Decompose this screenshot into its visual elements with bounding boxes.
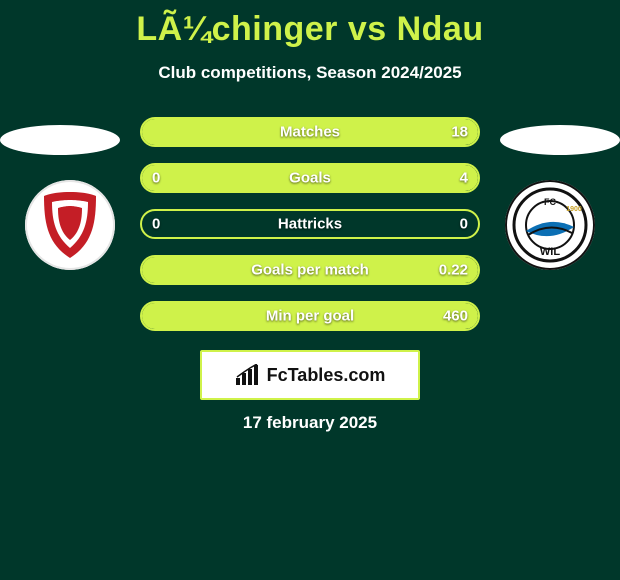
brand-card[interactable]: FcTables.com	[200, 350, 420, 400]
stat-value-right: 18	[451, 124, 468, 141]
comparison-panel: FC WIL 1900 Matches 18 0 Goals 4 0 Hattricks 0 G…	[0, 125, 620, 335]
stat-label: Min per goal	[266, 308, 354, 325]
stat-row: Goals per match 0.22	[140, 255, 480, 285]
stat-row: Matches 18	[140, 117, 480, 147]
date-label: 17 february 2025	[0, 413, 620, 433]
stat-value-right: 0	[460, 216, 468, 233]
bar-chart-icon	[235, 364, 261, 386]
stat-row: Min per goal 460	[140, 301, 480, 331]
stat-value-left: 0	[152, 216, 160, 233]
club-crest-icon: FC WIL 1900	[512, 187, 588, 263]
subtitle: Club competitions, Season 2024/2025	[0, 63, 620, 83]
svg-text:WIL: WIL	[540, 246, 560, 258]
club-badge-left	[25, 180, 115, 270]
player-left-nameplate	[0, 125, 120, 155]
player-right-nameplate	[500, 125, 620, 155]
stat-value-right: 460	[443, 308, 468, 325]
stat-row: 0 Hattricks 0	[140, 209, 480, 239]
stat-label: Matches	[280, 124, 340, 141]
stat-value-right: 0.22	[439, 262, 468, 279]
brand-text: FcTables.com	[267, 365, 386, 386]
stat-value-right: 4	[460, 170, 468, 187]
club-badge-right: FC WIL 1900	[505, 180, 595, 270]
stat-label: Goals per match	[251, 262, 369, 279]
svg-text:FC: FC	[544, 197, 556, 207]
page-title: LÃ¼chinger vs Ndau	[0, 0, 620, 49]
stat-rows: Matches 18 0 Goals 4 0 Hattricks 0 Goals per mat…	[140, 117, 480, 347]
stat-row: 0 Goals 4	[140, 163, 480, 193]
stat-value-left: 0	[152, 170, 160, 187]
stat-label: Hattricks	[278, 216, 342, 233]
shield-icon	[38, 190, 102, 260]
stat-label: Goals	[289, 170, 331, 187]
svg-text:1900: 1900	[566, 206, 582, 213]
